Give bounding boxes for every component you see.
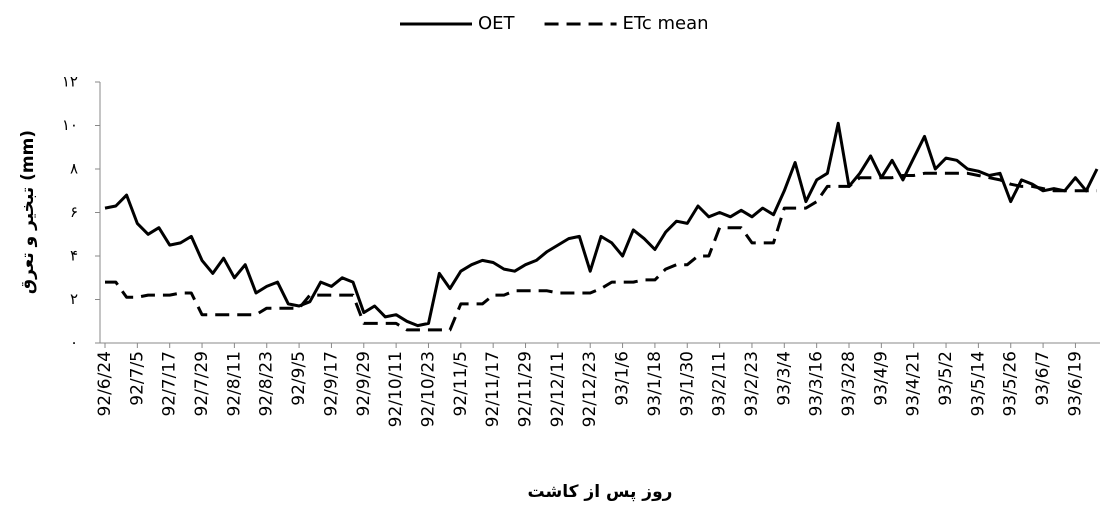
x-tick-label: 92/10/11 bbox=[386, 351, 406, 427]
y-tick-label: ۱۲ bbox=[62, 73, 78, 91]
x-tick-label: 92/7/29 bbox=[192, 351, 212, 417]
x-tick-label: 92/8/11 bbox=[224, 351, 244, 417]
x-tick-label: 93/6/19 bbox=[1065, 351, 1085, 417]
x-tick-label: 92/9/5 bbox=[289, 351, 309, 406]
legend-label: ETc mean bbox=[623, 13, 709, 34]
x-tick-label: 92/6/24 bbox=[95, 351, 115, 417]
series-line bbox=[105, 171, 1097, 332]
x-tick-label: 92/7/17 bbox=[160, 351, 180, 417]
x-tick-label: 93/5/2 bbox=[936, 351, 956, 406]
x-tick-label: 93/3/28 bbox=[839, 351, 859, 417]
x-tick-label: 92/10/23 bbox=[418, 351, 438, 427]
x-tick-label: 92/11/29 bbox=[516, 351, 536, 427]
y-tick-label: ۱۰ bbox=[62, 116, 78, 134]
x-tick-label: 92/8/23 bbox=[257, 351, 277, 417]
x-tick-label: 92/7/5 bbox=[127, 351, 147, 406]
x-tick-label: 93/2/11 bbox=[710, 351, 730, 417]
x-tick-label: 92/12/11 bbox=[548, 351, 568, 427]
legend-label: OET bbox=[478, 13, 516, 34]
x-tick-label: 92/12/23 bbox=[580, 351, 600, 427]
y-tick-label: ۰ bbox=[70, 334, 78, 352]
x-tick-label: 93/2/23 bbox=[742, 351, 762, 417]
y-axis-title: تبخیر و تعرق (mm) bbox=[18, 130, 38, 294]
x-tick-label: 92/11/5 bbox=[451, 351, 471, 417]
y-tick-label: ۶ bbox=[70, 203, 78, 221]
y-tick-label: ۴ bbox=[70, 247, 78, 265]
x-tick-label: 93/1/30 bbox=[677, 351, 697, 417]
y-tick-label: ۲ bbox=[70, 290, 78, 308]
x-tick-label: 93/1/6 bbox=[613, 351, 633, 406]
x-tick-label: 93/6/7 bbox=[1033, 351, 1053, 406]
x-axis-title: روز پس از کاشت bbox=[528, 482, 673, 502]
x-tick-label: 93/3/16 bbox=[807, 351, 827, 417]
y-tick-label: ۸ bbox=[70, 160, 78, 178]
series-line bbox=[104, 121, 1099, 328]
x-tick-label: 92/9/29 bbox=[354, 351, 374, 417]
x-tick-label: 92/9/17 bbox=[321, 351, 341, 417]
x-tick-label: 93/3/4 bbox=[774, 351, 794, 406]
x-tick-label: 93/1/18 bbox=[645, 351, 665, 417]
x-tick-label: 92/11/17 bbox=[483, 351, 503, 427]
x-tick-label: 93/4/9 bbox=[871, 351, 891, 406]
x-tick-label: 93/5/14 bbox=[968, 351, 988, 417]
x-tick-label: 93/5/26 bbox=[1001, 351, 1021, 417]
x-tick-label: 93/4/21 bbox=[904, 351, 924, 417]
